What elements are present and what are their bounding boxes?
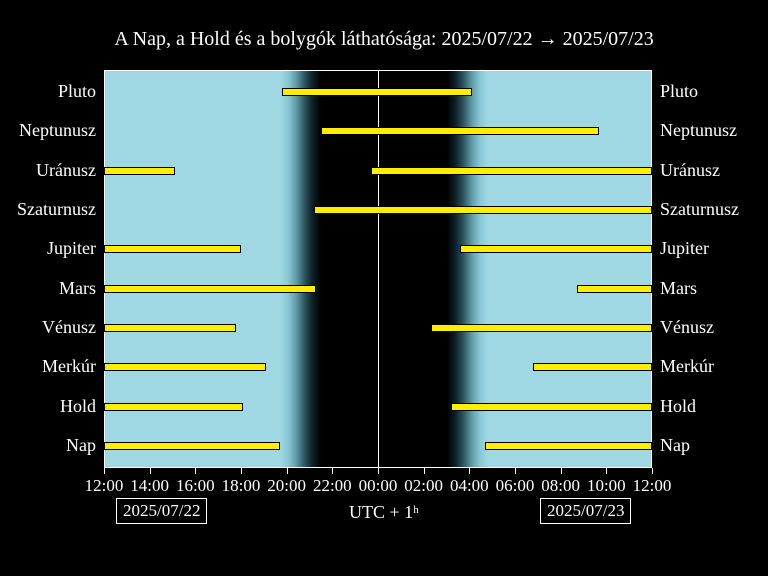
x-tick-label: 12:00 xyxy=(85,476,124,496)
bg-dusk xyxy=(280,70,321,468)
plot-area xyxy=(104,70,652,468)
x-tick-label: 16:00 xyxy=(176,476,215,496)
visibility-bar xyxy=(533,363,652,371)
x-tick-label: 22:00 xyxy=(313,476,352,496)
visibility-bar xyxy=(104,324,236,332)
visibility-bar xyxy=(577,285,652,293)
date-right-box: 2025/07/23 xyxy=(540,498,631,524)
body-label-left: Neptunusz xyxy=(19,120,96,141)
x-tick xyxy=(241,468,242,474)
date-left-box: 2025/07/22 xyxy=(116,498,207,524)
x-tick-label: 18:00 xyxy=(222,476,261,496)
body-label-right: Neptunusz xyxy=(660,120,737,141)
x-tick xyxy=(195,468,196,474)
x-tick-label: 10:00 xyxy=(587,476,626,496)
body-label-right: Pluto xyxy=(660,81,698,102)
visibility-bar xyxy=(314,206,652,214)
visibility-bar xyxy=(485,442,652,450)
visibility-bar xyxy=(431,324,652,332)
visibility-bar xyxy=(451,403,652,411)
visibility-bar xyxy=(104,245,241,253)
visibility-bar xyxy=(460,245,652,253)
visibility-bar xyxy=(371,167,652,175)
x-tick-label: 02:00 xyxy=(404,476,443,496)
body-label-left: Nap xyxy=(66,435,96,456)
body-label-right: Jupiter xyxy=(660,238,709,259)
x-tick xyxy=(606,468,607,474)
body-label-right: Vénusz xyxy=(660,317,714,338)
visibility-bar xyxy=(104,403,243,411)
visibility-bar xyxy=(104,363,266,371)
body-label-left: Pluto xyxy=(58,81,96,102)
body-label-right: Merkúr xyxy=(660,356,714,377)
x-tick-label: 20:00 xyxy=(267,476,306,496)
body-label-left: Uránusz xyxy=(36,160,96,181)
body-label-left: Hold xyxy=(60,396,96,417)
x-tick-label: 14:00 xyxy=(130,476,169,496)
visibility-bar xyxy=(104,442,280,450)
x-tick-label: 12:00 xyxy=(633,476,672,496)
visibility-bar xyxy=(321,127,600,135)
x-tick xyxy=(515,468,516,474)
body-label-right: Hold xyxy=(660,396,696,417)
x-tick-label: 08:00 xyxy=(541,476,580,496)
x-tick-label: 04:00 xyxy=(450,476,489,496)
x-tick-label: 00:00 xyxy=(359,476,398,496)
x-tick-label: 06:00 xyxy=(496,476,535,496)
visibility-bar xyxy=(104,167,175,175)
x-tick xyxy=(561,468,562,474)
x-tick xyxy=(287,468,288,474)
body-label-left: Merkúr xyxy=(42,356,96,377)
body-label-left: Jupiter xyxy=(47,238,96,259)
body-label-right: Mars xyxy=(660,278,697,299)
body-label-left: Mars xyxy=(59,278,96,299)
visibility-bar xyxy=(282,88,472,96)
x-tick xyxy=(469,468,470,474)
body-label-right: Szaturnusz xyxy=(660,199,739,220)
x-tick xyxy=(104,468,105,474)
x-tick xyxy=(378,468,379,474)
body-label-left: Vénusz xyxy=(42,317,96,338)
body-label-right: Nap xyxy=(660,435,690,456)
chart-container: A Nap, a Hold és a bolygók láthatósága: … xyxy=(0,0,768,576)
chart-title: A Nap, a Hold és a bolygók láthatósága: … xyxy=(0,28,768,51)
visibility-bar xyxy=(104,285,316,293)
x-tick xyxy=(652,468,653,474)
body-label-right: Uránusz xyxy=(660,160,720,181)
x-tick xyxy=(150,468,151,474)
body-label-left: Szaturnusz xyxy=(17,199,96,220)
x-tick xyxy=(424,468,425,474)
x-tick xyxy=(332,468,333,474)
